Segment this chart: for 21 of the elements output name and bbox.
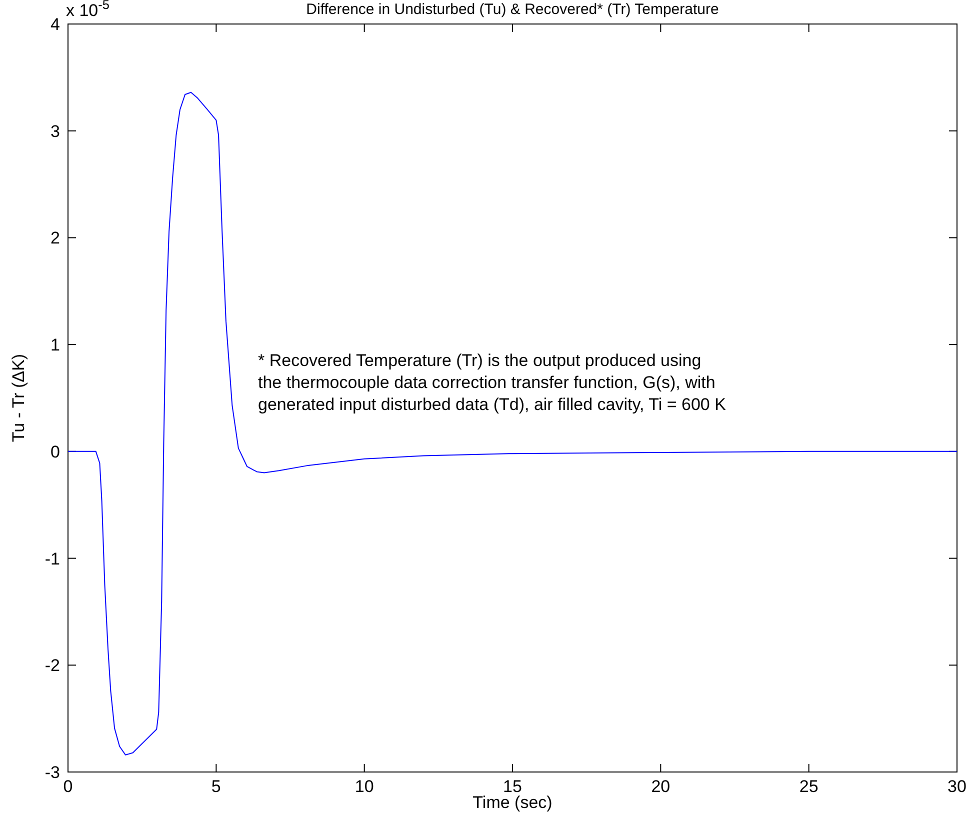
text: x 10$^{-5}$	[66, 0, 110, 20]
y-axis-title: Tu - Tr (ΔK)	[9, 354, 28, 442]
x-tick-label: 5	[211, 777, 221, 796]
y-tick-label: -1	[44, 549, 60, 568]
y-tick-label: 4	[50, 15, 60, 34]
x-tick-label: 20	[651, 777, 670, 796]
x-tick-label: 30	[948, 777, 966, 796]
y-tick-label: -2	[44, 656, 60, 676]
x-tick-label: 0	[63, 777, 73, 796]
y-tick-label: 2	[50, 228, 60, 248]
y-tick-label: -3	[44, 763, 60, 782]
x-tick-label: 10	[354, 777, 374, 796]
line-series	[68, 92, 958, 756]
x-axis-title: Time (sec)	[472, 793, 552, 812]
x-tick-label: 15	[503, 777, 522, 796]
annotation: * Recovered Temperature (Tr) is the output produced using the thermocouple data correction transfer function, G(s), with generated input disturbed data (Td), air filled cavity, Ti = 600 K	[258, 351, 727, 414]
y-tick-label: 3	[50, 122, 60, 141]
y-tick-label: 0	[50, 442, 60, 462]
chart-title: Difference in Undisturbed (Tu) & Recovered* (Tr) Temperature	[306, 1, 719, 18]
x-tick-label: 25	[799, 777, 818, 796]
y-tick-label: 1	[50, 336, 60, 355]
